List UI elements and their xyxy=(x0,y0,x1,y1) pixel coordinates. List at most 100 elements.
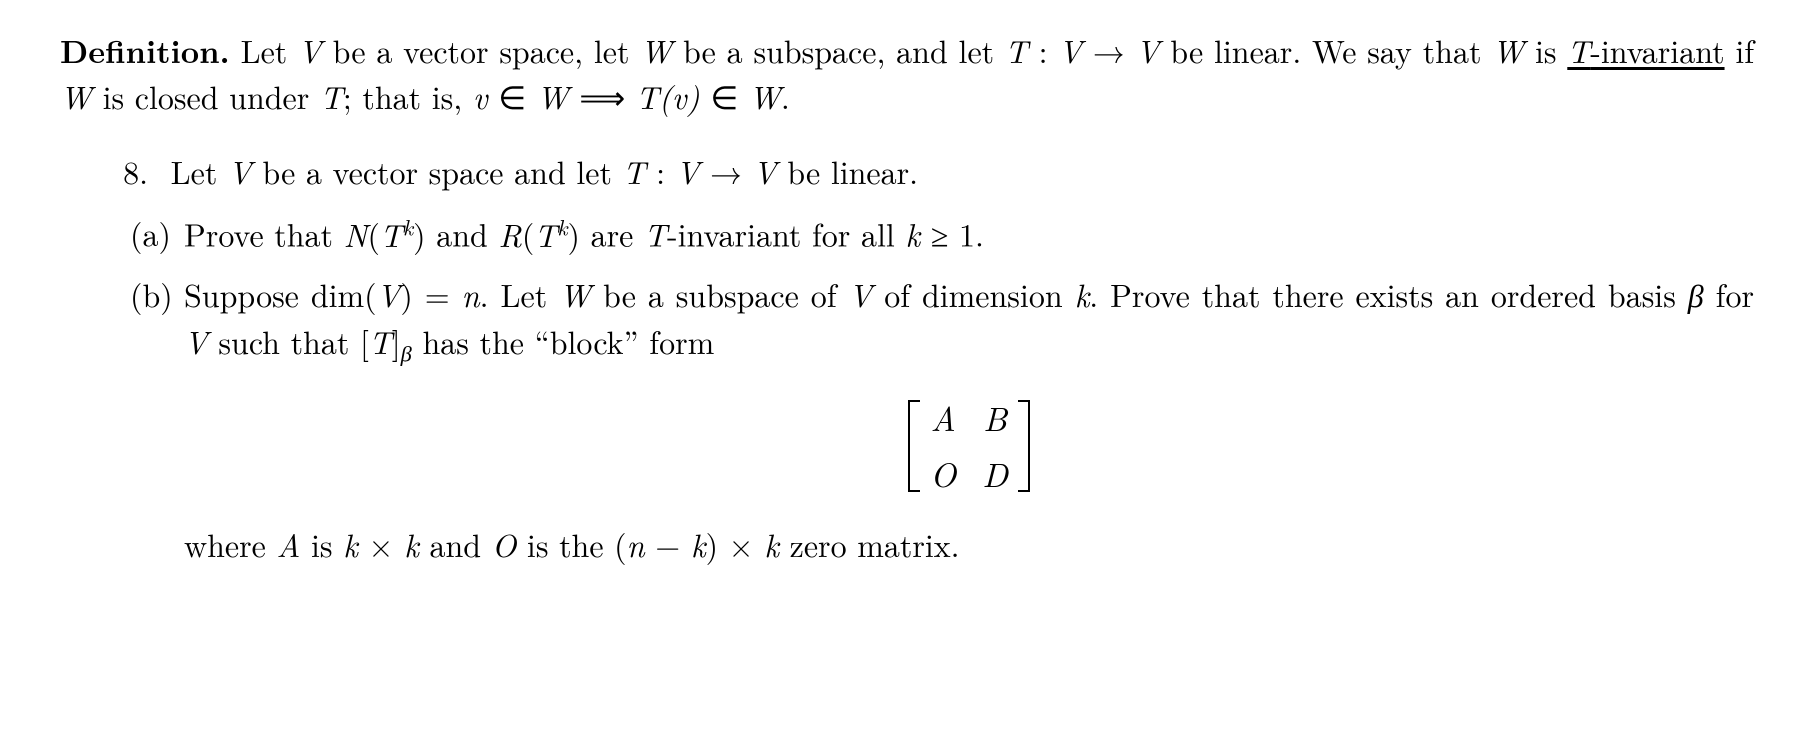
exp-k: k xyxy=(557,211,567,242)
term-t-invariant: T-invariant xyxy=(1567,28,1724,73)
var-k: k xyxy=(905,212,920,257)
part-b-body: Suppose dim(V) = n. Let W be a subspace … xyxy=(184,272,1754,568)
var-N: N xyxy=(344,212,368,257)
exp-k: k xyxy=(403,211,413,242)
var-V: V xyxy=(849,272,873,317)
text: be a subspace, and let xyxy=(672,28,1005,73)
var-v: v xyxy=(672,74,687,119)
text: of dimension xyxy=(872,272,1074,317)
part-a-label: (a) xyxy=(130,211,184,257)
problem-number: 8. xyxy=(100,149,148,195)
var-v: v xyxy=(473,74,488,119)
text: . xyxy=(975,212,984,257)
text: T( xyxy=(636,74,672,119)
page-root: Definition. Let V be a vector space, let… xyxy=(0,0,1814,740)
var-W: W xyxy=(559,272,591,317)
block-matrix: A B O D xyxy=(184,387,1754,504)
text: is closed under xyxy=(92,74,320,119)
var-n: n xyxy=(462,272,480,317)
text: zero matrix. xyxy=(779,522,960,567)
matrix-cell-B: B xyxy=(982,393,1008,442)
text: is xyxy=(1524,28,1567,73)
var-T: T xyxy=(1567,28,1590,73)
minus-icon: − xyxy=(645,522,691,567)
matrix-cell-A: A xyxy=(930,393,956,442)
text: are xyxy=(580,212,644,257)
part-a: (a) Prove that N(Tk) and R(Tk) are T-inv… xyxy=(130,211,1754,258)
matrix-cell-D: D xyxy=(982,449,1008,498)
var-T: T xyxy=(1005,28,1028,73)
text: -invariant for all xyxy=(667,212,905,257)
text: has the “block” form xyxy=(412,319,714,364)
var-V: V xyxy=(753,149,777,194)
arrow-icon: → xyxy=(1082,28,1136,73)
implies-icon: ⟹ xyxy=(569,74,636,119)
text: ) xyxy=(568,212,580,257)
text: and xyxy=(419,522,492,567)
text: ; that is, xyxy=(343,74,473,119)
text: for xyxy=(1704,272,1754,317)
var-O: O xyxy=(492,522,517,567)
text: be linear. xyxy=(777,149,918,194)
text: . Prove that there exists an ordered bas… xyxy=(1089,272,1687,317)
var-W: W xyxy=(60,74,92,119)
var-W: W xyxy=(537,74,569,119)
var-V: V xyxy=(377,272,401,317)
sub-beta: β xyxy=(401,337,412,368)
text: where xyxy=(184,522,277,567)
definition-block: Definition. Let V be a vector space, let… xyxy=(60,28,1754,121)
var-W: W xyxy=(1492,28,1524,73)
text: ( xyxy=(522,212,534,257)
text: Prove that xyxy=(184,212,344,257)
var-k: k xyxy=(343,522,358,567)
text: be linear. xyxy=(1160,28,1302,73)
text: We say that xyxy=(1312,28,1492,73)
var-T: T xyxy=(380,212,403,257)
var-k: k xyxy=(764,522,779,567)
text: is the ( xyxy=(516,522,626,567)
elem-of-icon: ∈ xyxy=(700,74,749,119)
text: : xyxy=(1028,28,1059,73)
var-T: T xyxy=(320,74,343,119)
var-R: R xyxy=(498,212,521,257)
text: ( xyxy=(367,212,379,257)
var-W: W xyxy=(749,74,781,119)
elem-of-icon: ∈ xyxy=(488,74,537,119)
definition-label: Definition. xyxy=(60,28,230,73)
part-a-body: Prove that N(Tk) and R(Tk) are T-invaria… xyxy=(184,211,1754,258)
matrix: A B O D xyxy=(904,387,1034,504)
problem-8: 8. Let V be a vector space and let T : V… xyxy=(100,149,1754,195)
text: Let xyxy=(171,149,228,194)
var-T: T xyxy=(369,319,392,364)
text: ) xyxy=(687,74,700,119)
var-V: V xyxy=(1058,28,1082,73)
text: ) × xyxy=(706,522,765,567)
var-T: T xyxy=(644,212,667,257)
text: ] xyxy=(392,319,401,364)
arrow-icon: → xyxy=(700,149,753,194)
var-V: V xyxy=(228,149,252,194)
var-A: A xyxy=(277,522,301,567)
text: is xyxy=(300,522,343,567)
num-1: 1 xyxy=(959,212,975,257)
left-bracket-icon xyxy=(904,400,920,492)
var-V: V xyxy=(676,149,700,194)
matrix-cell-O: O xyxy=(930,449,956,498)
var-k: k xyxy=(1075,272,1090,317)
times-icon: × xyxy=(358,522,404,567)
var-k: k xyxy=(691,522,706,567)
var-V: V xyxy=(1136,28,1160,73)
var-n: n xyxy=(627,522,645,567)
text: if xyxy=(1725,28,1755,73)
part-b-label: (b) xyxy=(130,272,184,318)
matrix-cells: A B O D xyxy=(920,387,1018,504)
text: . Let xyxy=(480,272,559,317)
var-W: W xyxy=(640,28,672,73)
text: -invariant xyxy=(1590,28,1724,73)
text: Suppose dim( xyxy=(184,272,377,317)
text: and xyxy=(426,212,499,257)
var-T: T xyxy=(623,149,646,194)
var-T: T xyxy=(534,212,557,257)
var-V: V xyxy=(184,319,208,364)
var-V: V xyxy=(298,28,322,73)
